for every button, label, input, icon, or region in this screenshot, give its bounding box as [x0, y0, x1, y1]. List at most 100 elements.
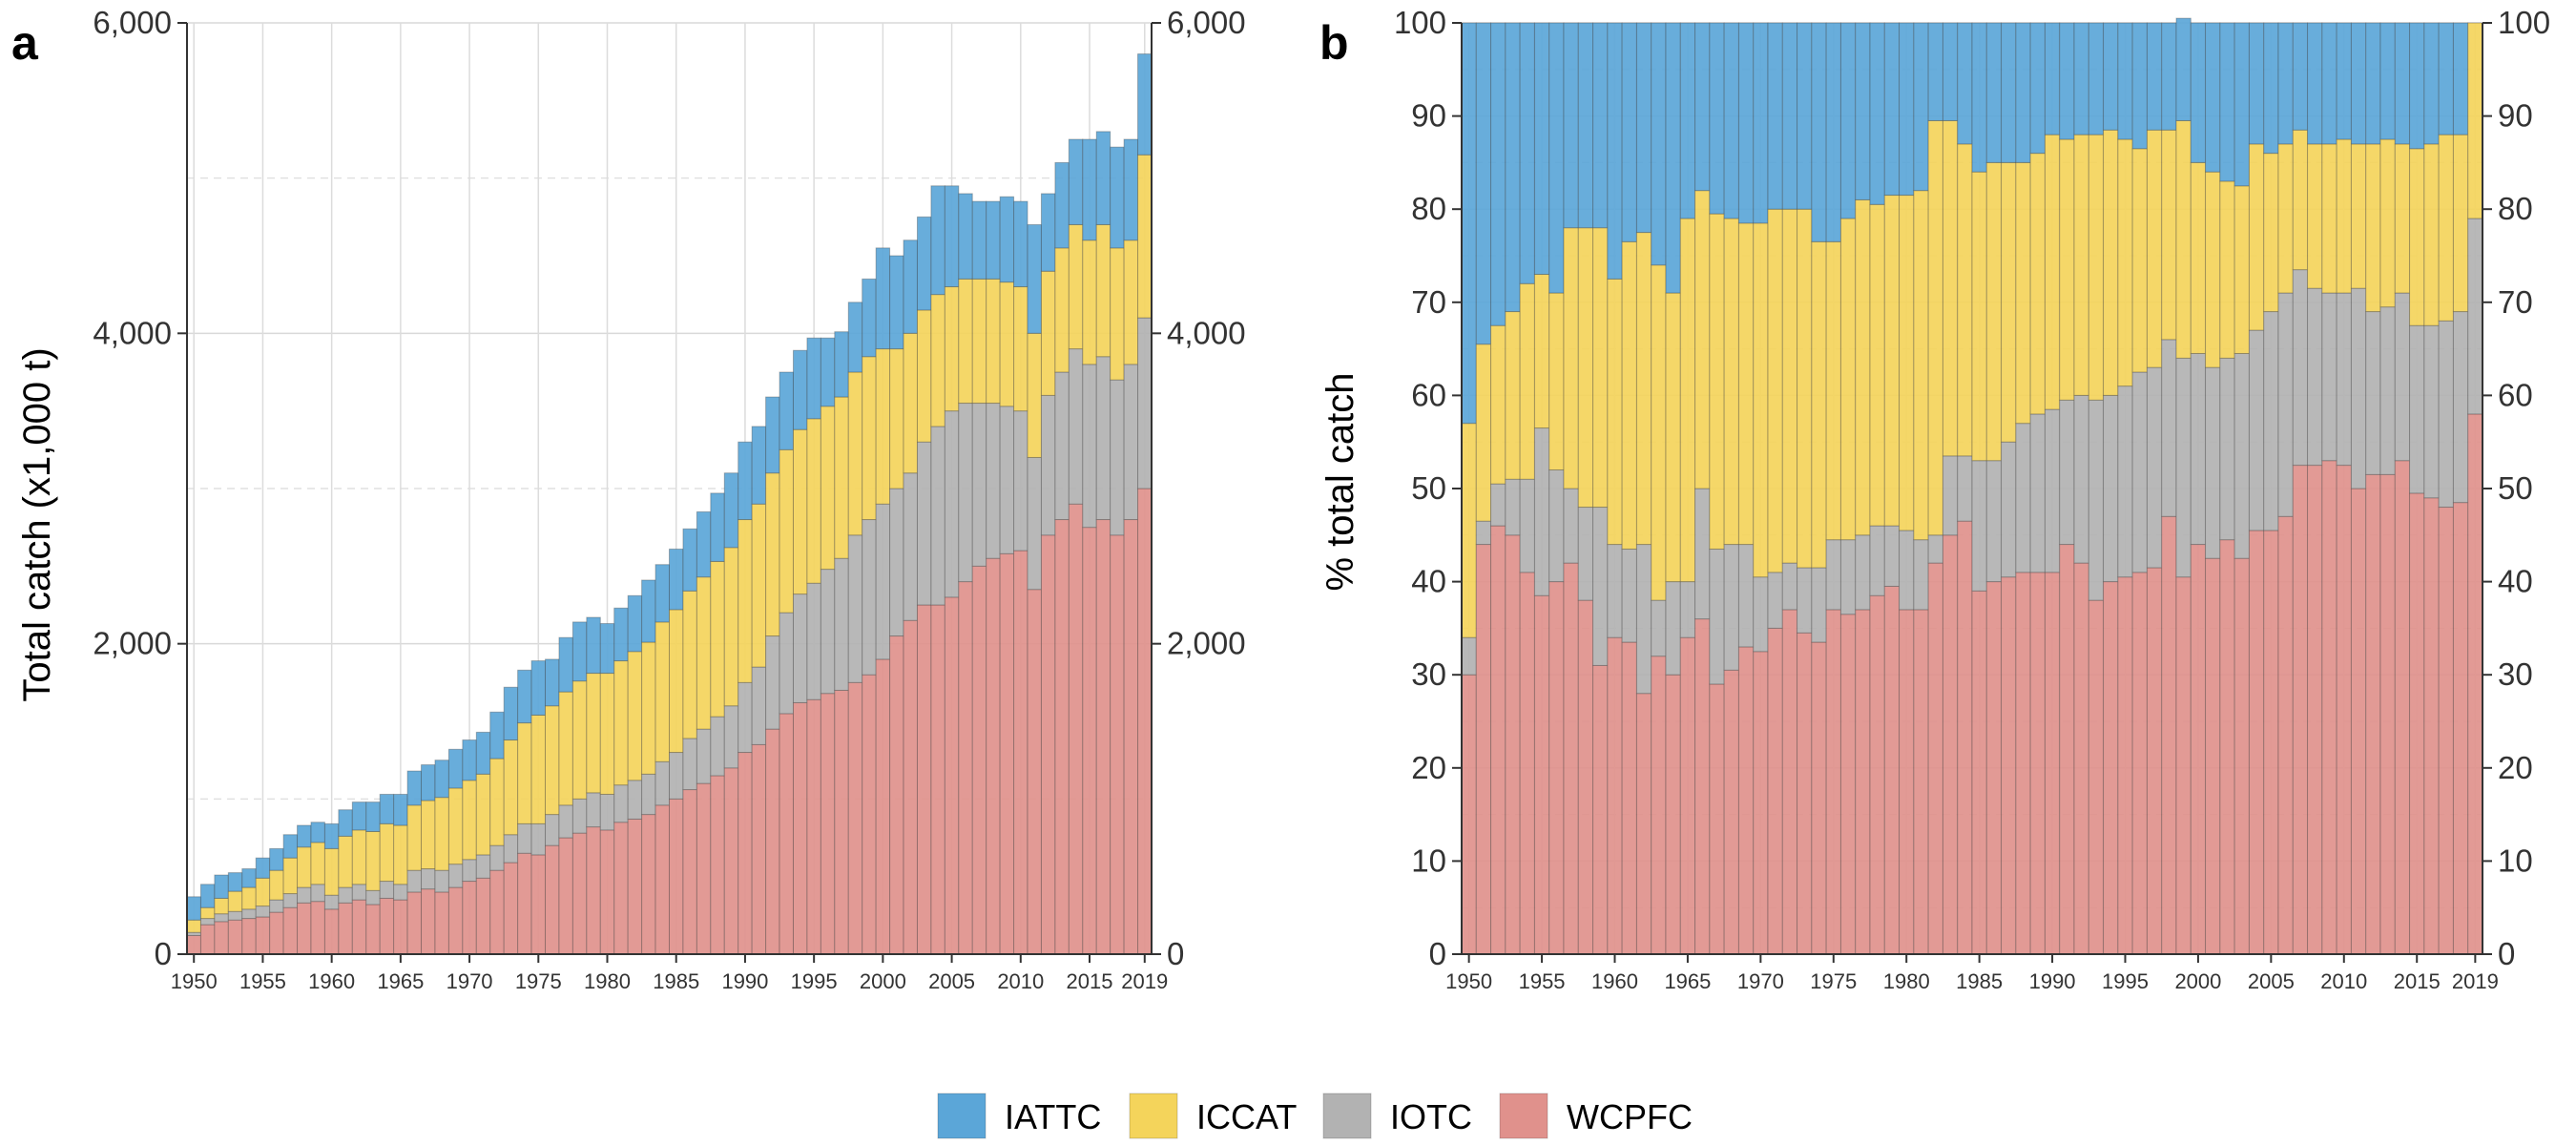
panel-b-bar-wcpfc-1951 [1475, 544, 1492, 955]
panel-b-bar-iccat-2000 [2190, 161, 2207, 354]
panel-b-bar-iattc-1980 [1899, 22, 1915, 197]
panel-b-bar-iccat-2019 [2467, 22, 2483, 219]
panel-a-chart: a 0 0 2,000 2,000 4,000 4,000 6,000 6,000 1950 19… [11, 5, 1246, 993]
panel-a-bar-iccat-1978 [571, 680, 588, 800]
panel-b-bar-iattc-1964 [1665, 22, 1681, 294]
panel-a-bar-iotc-1993 [779, 612, 794, 715]
panel-b-bar-iccat-1952 [1490, 324, 1506, 485]
panel-a-bar-iotc-1965 [393, 884, 408, 901]
panel-a-bar-iotc-2001 [889, 488, 904, 637]
panel-a-bar-iccat-1959 [310, 842, 325, 885]
panel-b-bar-wcpfc-2018 [2452, 502, 2469, 955]
panel-a-bar-iccat-1991 [751, 503, 767, 668]
legend-swatch-wcpfc [1499, 1093, 1548, 1139]
panel-a-bar-iccat-1972 [489, 758, 505, 846]
panel-b-bar-wcpfc-1960 [1607, 636, 1623, 955]
panel-a-bar-iotc-1978 [571, 798, 588, 834]
panel-b-bar-iotc-2001 [2205, 366, 2221, 559]
panel-a-bar-iccat-1994 [792, 428, 808, 595]
panel-a-bar-wcpfc-1979 [586, 826, 601, 955]
panel-b-bar-iotc-1990 [2044, 408, 2061, 573]
panel-a-bar-iccat-2002 [903, 332, 918, 474]
panel-b-bar-iattc-1975 [1825, 22, 1841, 242]
panel-a-bar-iattc-2006 [958, 193, 973, 280]
panel-b-bar-iccat-1998 [2161, 129, 2177, 341]
panel-b-bar-iccat-1970 [1753, 222, 1769, 578]
panel-a-bar-wcpfc-2008 [986, 557, 1001, 955]
panel-a-bar-wcpfc-1994 [792, 701, 808, 955]
panel-b-bar-iattc-1987 [2001, 22, 2017, 163]
panel-b-bar-wcpfc-1971 [1767, 627, 1783, 955]
panel-b-bar-iotc-1998 [2161, 339, 2177, 517]
panel-b-bar-iotc-1980 [1899, 530, 1915, 611]
panel-a-y-axis-title: Total catch (x1,000 t) [16, 347, 58, 701]
panel-a-bar-wcpfc-1995 [806, 698, 821, 955]
panel-b-bar-iattc-2009 [2321, 22, 2337, 145]
panel-b-bar-iotc-2017 [2438, 320, 2454, 509]
panel-a-bar-wcpfc-2009 [999, 552, 1015, 955]
panel-b-bar-iccat-1974 [1811, 240, 1827, 569]
panel-b-bar-iccat-1977 [1855, 198, 1871, 536]
panel-a-bar-wcpfc-1978 [571, 832, 588, 955]
panel-a-bar-iotc-1990 [737, 681, 753, 754]
panel-a-bar-iattc-1955 [255, 857, 271, 879]
panel-a-bar-iotc-2010 [1013, 410, 1028, 552]
panel-b-bar-iattc-1999 [2175, 17, 2192, 121]
panel-b-bar-iccat-1983 [1942, 119, 1959, 457]
panel-a-bar-iotc-2002 [903, 472, 918, 621]
panel-b-bar-iotc-1962 [1635, 544, 1652, 695]
panel-a-bar-iattc-1994 [792, 349, 808, 430]
panel-a-bar-iattc-1963 [365, 802, 381, 832]
panel-b-bar-iattc-1979 [1883, 22, 1901, 197]
panel-b-bar-iotc-1993 [2088, 399, 2105, 601]
panel-b-bar-iotc-1973 [1797, 567, 1813, 634]
panel-b-bar-iattc-1950 [1461, 22, 1477, 425]
panel-a-bar-iattc-1992 [765, 396, 780, 474]
panel-a-bar-iotc-1974 [517, 822, 532, 854]
panel-a-bar-wcpfc-1951 [199, 924, 216, 955]
panel-a-bar-wcpfc-1959 [310, 901, 325, 955]
panel-b-y-tick-label-right: 20 [2498, 750, 2533, 785]
panel-a-bar-wcpfc-1970 [462, 881, 477, 955]
panel-a-y-tick-label-left: 0 [155, 936, 172, 971]
panel-b-bar-iattc-1951 [1475, 22, 1492, 345]
panel-a-bar-iotc-2008 [986, 403, 1001, 559]
panel-a-bar-iotc-1984 [654, 760, 670, 806]
panel-a-bar-iotc-2006 [958, 403, 973, 583]
panel-a-axes: 0 0 2,000 2,000 4,000 4,000 6,000 6,000 1950 1955… [93, 5, 1245, 993]
legend-label-iattc: IATTC [1005, 1097, 1101, 1136]
panel-a-bar-wcpfc-1962 [351, 899, 367, 955]
panel-b-bar-iccat-2006 [2277, 143, 2294, 294]
panel-b-bar-iattc-1983 [1942, 22, 1959, 121]
panel-a-bar-iccat-1995 [806, 418, 821, 584]
panel-b-bar-wcpfc-2011 [2350, 488, 2367, 955]
panel-b-bar-iotc-1991 [2059, 399, 2075, 546]
panel-b-y-tick-label-right: 90 [2498, 98, 2533, 134]
panel-b-bar-wcpfc-1972 [1781, 609, 1798, 955]
panel-a-bar-iotc-1980 [599, 793, 615, 831]
panel-a-bar-iotc-1996 [820, 569, 836, 695]
panel-a-bar-wcpfc-2011 [1027, 589, 1042, 955]
panel-b-y-tick-label-right: 70 [2498, 284, 2533, 320]
panel-b-bar-wcpfc-2003 [2233, 557, 2250, 955]
panel-a-bar-iattc-1983 [641, 579, 656, 643]
panel-b-bar-iattc-1961 [1621, 22, 1637, 242]
panel-b-bar-iattc-1967 [1709, 22, 1725, 215]
panel-b-bar-iattc-2003 [2233, 22, 2250, 187]
panel-a-bar-wcpfc-1968 [434, 891, 449, 955]
panel-b-bar-iattc-1997 [2146, 22, 2163, 131]
panel-b-bar-wcpfc-1966 [1694, 618, 1711, 955]
panel-b-bar-wcpfc-1953 [1505, 534, 1521, 955]
panel-a-bar-iattc-1974 [517, 669, 532, 724]
panel-b-x-tick-label: 2019 [2452, 969, 2499, 993]
panel-a-bar-wcpfc-1961 [338, 902, 353, 955]
panel-a-bar-iotc-2012 [1040, 394, 1056, 536]
panel-b-bar-iattc-1988 [2015, 22, 2031, 163]
panel-b-bar-iotc-1954 [1519, 478, 1535, 573]
panel-b-bar-iotc-2019 [2467, 218, 2483, 415]
panel-b-bar-iotc-1974 [1811, 567, 1827, 643]
panel-a-bar-iattc-1970 [462, 739, 477, 781]
panel-a-bar-iccat-1964 [379, 822, 395, 883]
panel-b-bar-iotc-1967 [1709, 548, 1725, 685]
panel-b-bar-iotc-1966 [1694, 488, 1711, 620]
